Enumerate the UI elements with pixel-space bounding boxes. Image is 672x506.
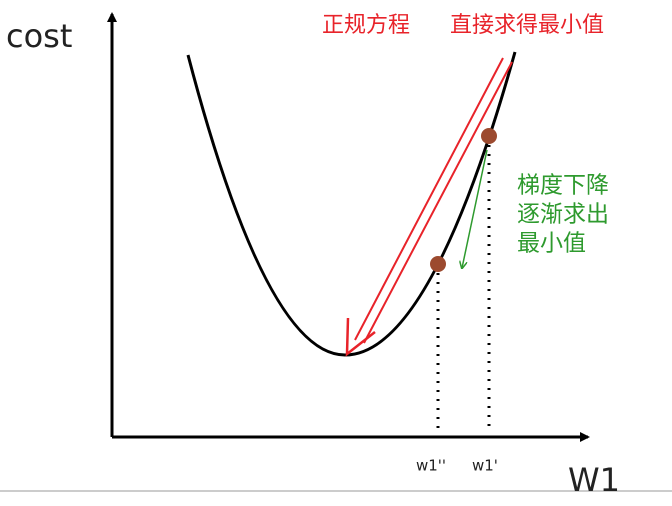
method-label: 正规方程 bbox=[322, 13, 410, 38]
gradient-label: 最小值 bbox=[517, 231, 586, 257]
y-axis-label: cost bbox=[6, 17, 72, 55]
point bbox=[430, 256, 446, 272]
point bbox=[481, 128, 497, 144]
result-label: 直接求得最小值 bbox=[450, 13, 604, 38]
x-axis-label: W1 bbox=[568, 461, 620, 499]
normal-equation-arrowhead bbox=[345, 317, 376, 357]
cost-curve bbox=[186, 51, 517, 357]
gradient-label: 梯度下降 bbox=[517, 173, 609, 199]
tick-label: w1'' bbox=[416, 457, 446, 475]
gradient-arrow bbox=[462, 149, 488, 268]
tick-label: w1' bbox=[472, 457, 498, 475]
gradient-label: 逐渐求出 bbox=[517, 202, 609, 228]
normal-equation-arrow bbox=[354, 57, 513, 344]
